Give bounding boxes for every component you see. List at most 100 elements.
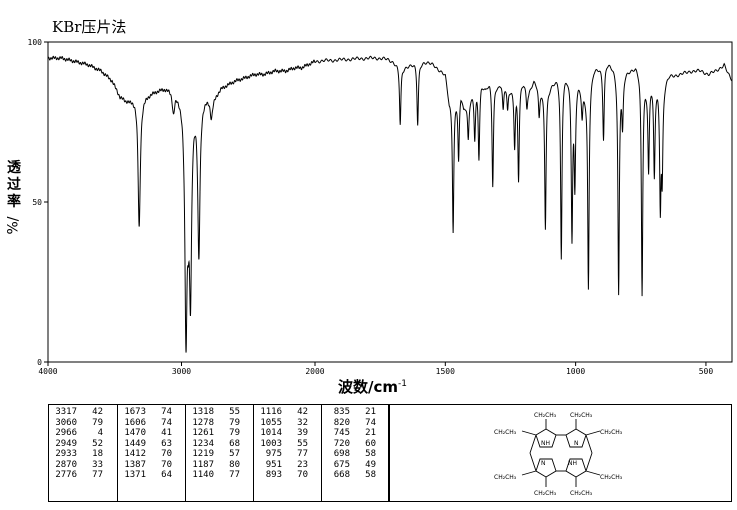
y-tick-label: 100 [28, 38, 43, 47]
x-tick-label: 4000 [38, 367, 57, 376]
peak-table-row: 1055 32 [254, 418, 321, 429]
peak-transmittance: 74 [365, 417, 376, 428]
peak-wavenumber: 1387 [124, 459, 146, 470]
peak-transmittance: 58 [365, 449, 376, 459]
peak-transmittance: 70 [161, 449, 172, 459]
peak-table-row: 1318 55 [186, 407, 253, 418]
pyrrole-ring-bottom-right [565, 458, 587, 478]
peak-wavenumber: 1606 [124, 417, 146, 428]
structure-bonds [521, 419, 601, 487]
plot-frame [47, 41, 733, 363]
peak-wavenumber: 675 [333, 459, 350, 470]
peak-table-row: 1278 79 [186, 418, 253, 429]
peak-table-column: 3317 42 3060 79 2966 4 2949 52 2933 18 2870 33 2776 7… [49, 405, 117, 501]
peak-transmittance: 33 [92, 459, 103, 470]
peak-transmittance: 23 [297, 459, 308, 470]
peak-transmittance: 18 [92, 449, 103, 459]
peak-transmittance: 70 [161, 459, 172, 470]
peak-wavenumber: 1003 [260, 438, 282, 449]
peak-table-row: 668 58 [322, 470, 389, 481]
peak-transmittance: 77 [229, 470, 240, 480]
peak-table-column: 1673 74 1606 74 1470 41 1449 63 1412 70 1387 70 1371… [117, 405, 185, 501]
meso-bond-left-bottom [529, 452, 537, 472]
peak-wavenumber: 3317 [55, 407, 77, 417]
x-tick-label: 1000 [566, 367, 585, 376]
substituent-label: CH₂CH₃ [570, 412, 593, 419]
peak-transmittance: 64 [161, 470, 172, 480]
peak-table-row: 1187 80 [186, 460, 253, 471]
structure-panel: CH₂CH₃ CH₂CH₃ CH₂CH₃ CH₂CH₃ CH₂CH₃ CH₂CH… [389, 404, 732, 502]
peak-wavenumber: 1278 [192, 417, 214, 428]
substituent-label: CH₂CH₃ [494, 429, 517, 436]
peak-wavenumber: 1187 [192, 459, 214, 470]
x-tick-label: 500 [699, 367, 714, 376]
peak-table-row: 698 58 [322, 449, 389, 460]
y-tick-label: 50 [32, 198, 42, 207]
peak-wavenumber: 698 [333, 449, 350, 459]
peak-table-row: 1014 39 [254, 428, 321, 439]
peak-table-row: 3060 79 [49, 418, 117, 429]
peak-transmittance: 68 [229, 438, 240, 449]
peak-table-row: 1003 55 [254, 439, 321, 450]
peak-transmittance: 79 [229, 417, 240, 428]
substituent-label: CH₂CH₃ [494, 474, 517, 481]
peak-transmittance: 42 [297, 407, 308, 417]
peak-table-row: 2776 77 [49, 470, 117, 481]
peak-transmittance: 57 [229, 449, 240, 459]
peak-transmittance: 63 [161, 438, 172, 449]
peak-transmittance: 77 [92, 470, 103, 480]
peak-table-row: 1470 41 [118, 428, 185, 439]
peak-wavenumber: 1219 [192, 449, 214, 459]
peak-wavenumber: 1140 [192, 470, 214, 480]
peak-table-row: 893 70 [254, 470, 321, 481]
bond-sub-6 [585, 470, 601, 476]
peak-transmittance: 42 [92, 407, 103, 417]
spectrum-series [47, 55, 733, 353]
peak-table-row: 2933 18 [49, 449, 117, 460]
n-label: N [574, 440, 579, 447]
y-axis-label-char: 率 [7, 194, 21, 210]
peak-wavenumber: 2776 [55, 470, 77, 480]
peak-wavenumber: 1055 [260, 417, 282, 428]
peak-transmittance: 4 [97, 428, 103, 438]
peak-wavenumber: 1371 [124, 470, 146, 480]
peak-transmittance: 79 [92, 417, 103, 428]
pyrrole-ring-top-left [535, 428, 557, 448]
peak-table-row: 675 49 [322, 460, 389, 471]
y-tick-label: 0 [37, 358, 42, 367]
peak-wavenumber: 820 [333, 417, 350, 428]
peak-table-row: 951 23 [254, 460, 321, 471]
x-axis-label: 波数/cm-1 [338, 376, 407, 397]
peak-transmittance: 58 [365, 470, 376, 480]
y-axis-ticks: 0 50 100 [28, 38, 48, 367]
molecule-structure: CH₂CH₃ CH₂CH₃ CH₂CH₃ CH₂CH₃ CH₂CH₃ CH₂CH… [494, 412, 623, 497]
peak-table-row: 2870 33 [49, 460, 117, 471]
x-axis-ticks: 4000 3000 2000 1500 1000 500 [38, 362, 713, 376]
peak-transmittance: 60 [365, 438, 376, 449]
peak-wavenumber: 1449 [124, 438, 146, 449]
peak-transmittance: 41 [161, 428, 172, 438]
peak-wavenumber: 1318 [192, 407, 214, 417]
substituent-label: CH₂CH₃ [534, 490, 557, 497]
bond-sub-5 [521, 470, 537, 476]
peak-transmittance: 32 [297, 417, 308, 428]
nh-label: NH [541, 440, 550, 447]
bond-sub-4 [585, 430, 601, 436]
substituent-label: CH₂CH₃ [534, 412, 557, 419]
peak-table-row: 1261 79 [186, 428, 253, 439]
peak-table-row: 1371 64 [118, 470, 185, 481]
peak-table-row: 2966 4 [49, 428, 117, 439]
peak-table-row: 835 21 [322, 407, 389, 418]
x-tick-label: 1500 [436, 367, 455, 376]
pyrrole-ring-bottom-left [535, 458, 557, 478]
spectrum-line [47, 55, 733, 353]
peak-wavenumber: 1412 [124, 449, 146, 459]
peak-table-row: 975 77 [254, 449, 321, 460]
peak-transmittance: 49 [365, 459, 376, 470]
peak-table-row: 820 74 [322, 418, 389, 429]
peak-table-column: 1318 55 1278 79 1261 79 1234 68 1219 57 1187 80 1140… [185, 405, 253, 501]
peak-table-row: 1219 57 [186, 449, 253, 460]
peak-table-row: 3317 42 [49, 407, 117, 418]
substituent-label: CH₂CH₃ [570, 490, 593, 497]
peak-wavenumber: 720 [333, 438, 350, 449]
